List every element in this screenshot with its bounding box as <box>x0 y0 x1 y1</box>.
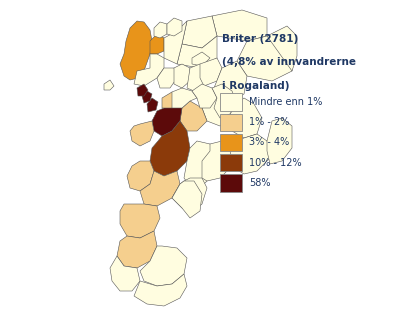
FancyBboxPatch shape <box>220 134 242 151</box>
Polygon shape <box>212 10 267 41</box>
Polygon shape <box>192 84 217 108</box>
Polygon shape <box>130 121 154 146</box>
Polygon shape <box>127 161 154 191</box>
Polygon shape <box>187 64 207 91</box>
Polygon shape <box>104 80 114 90</box>
Polygon shape <box>267 26 297 71</box>
Polygon shape <box>180 101 207 131</box>
Polygon shape <box>177 36 217 68</box>
Text: 3% - 4%: 3% - 4% <box>249 137 289 148</box>
Polygon shape <box>110 256 140 291</box>
Polygon shape <box>120 204 160 238</box>
Polygon shape <box>202 141 232 181</box>
Text: i Rogaland): i Rogaland) <box>222 81 290 91</box>
Polygon shape <box>267 118 292 164</box>
Polygon shape <box>182 16 217 48</box>
Polygon shape <box>172 88 197 108</box>
Polygon shape <box>212 84 237 118</box>
Polygon shape <box>140 246 187 286</box>
Polygon shape <box>172 178 207 211</box>
Text: Mindre enn 1%: Mindre enn 1% <box>249 97 322 107</box>
Polygon shape <box>230 98 262 138</box>
Polygon shape <box>174 64 190 88</box>
Polygon shape <box>237 36 292 81</box>
Polygon shape <box>152 98 182 136</box>
Polygon shape <box>172 181 202 218</box>
FancyBboxPatch shape <box>220 114 242 131</box>
Polygon shape <box>192 52 210 66</box>
Polygon shape <box>137 84 148 96</box>
Polygon shape <box>230 134 270 174</box>
Text: 1% - 2%: 1% - 2% <box>249 117 289 127</box>
Polygon shape <box>184 141 217 186</box>
Polygon shape <box>157 68 177 88</box>
FancyBboxPatch shape <box>220 154 242 171</box>
Text: (4,8% av innvandrerne: (4,8% av innvandrerne <box>222 57 356 67</box>
Polygon shape <box>214 61 247 101</box>
Polygon shape <box>147 98 158 112</box>
Polygon shape <box>150 34 164 54</box>
Polygon shape <box>120 21 152 80</box>
FancyBboxPatch shape <box>220 174 242 192</box>
Polygon shape <box>150 121 190 176</box>
Polygon shape <box>142 91 152 103</box>
Polygon shape <box>134 274 187 306</box>
FancyBboxPatch shape <box>220 93 242 111</box>
Polygon shape <box>200 58 222 86</box>
Polygon shape <box>167 18 182 36</box>
Polygon shape <box>162 92 178 108</box>
Polygon shape <box>140 171 180 206</box>
Text: 58%: 58% <box>249 178 270 188</box>
Text: 10% - 12%: 10% - 12% <box>249 158 301 168</box>
Polygon shape <box>202 88 232 126</box>
Polygon shape <box>117 231 157 268</box>
Polygon shape <box>154 22 167 38</box>
Polygon shape <box>164 21 187 64</box>
Polygon shape <box>134 54 164 86</box>
Text: Briter (2781): Briter (2781) <box>222 34 299 44</box>
